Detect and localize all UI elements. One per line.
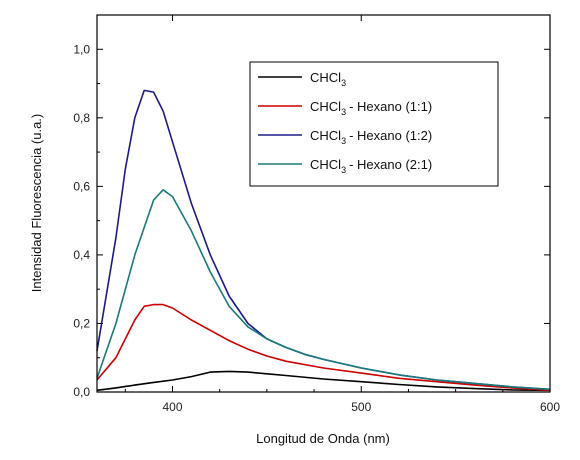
- legend-subscript-2: 3: [341, 107, 346, 117]
- y-tick-label: 0,4: [73, 248, 90, 262]
- x-tick-label: 400: [162, 400, 182, 414]
- legend-label-1: CHCl3: [310, 70, 346, 88]
- y-tick-label: 1,0: [73, 42, 90, 56]
- x-tick-label: 500: [351, 400, 371, 414]
- legend: CHCl3 CHCl3- Hexano (1:1) CHCl3- Hexano …: [249, 61, 499, 187]
- legend-subscript-3: 3: [341, 136, 346, 146]
- legend-subscript-4: 3: [341, 165, 346, 175]
- plot-frame: [96, 14, 551, 393]
- x-axis-title: Longitud de Onda (nm): [256, 431, 390, 446]
- series-line-2: [96, 303, 551, 392]
- series-layer: [96, 89, 551, 392]
- series-line-1: [96, 370, 551, 392]
- legend-box: [249, 61, 499, 187]
- legend-label-3: CHCl3- Hexano (1:2): [310, 128, 432, 146]
- y-tick-label: 0,6: [73, 179, 90, 193]
- legend-label-4: CHCl3- Hexano (2:1): [310, 157, 432, 175]
- y-tick-label: 0,2: [73, 316, 90, 330]
- legend-label-2: CHCl3- Hexano (1:1): [310, 99, 432, 117]
- series-line-4: [96, 189, 551, 391]
- tick-layer: 400 500 600 0,0 0,2 0,4 0,6 0,8 1,0: [73, 14, 560, 414]
- y-tick-label: 0,0: [73, 385, 90, 399]
- y-tick-label: 0,8: [73, 111, 90, 125]
- y-axis-title: Intensidad Fluorescencia (u.a.): [29, 114, 44, 292]
- legend-subscript-1: 3: [341, 78, 346, 88]
- x-tick-label: 600: [540, 400, 560, 414]
